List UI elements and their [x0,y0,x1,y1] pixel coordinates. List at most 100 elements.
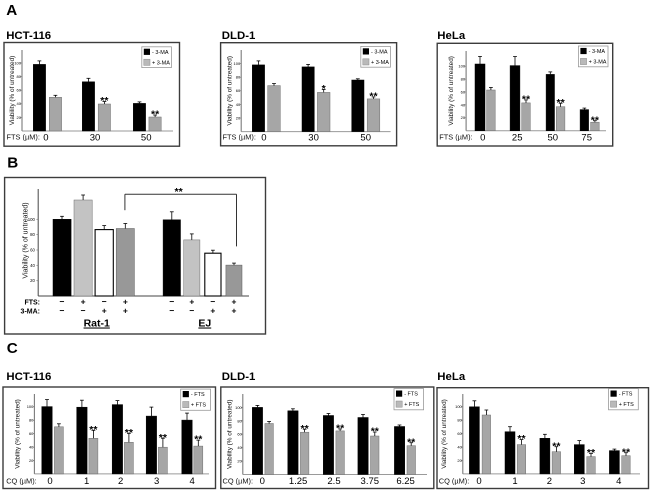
svg-text:80: 80 [30,232,35,237]
svg-text:0: 0 [260,476,265,487]
svg-text:B: B [7,155,18,172]
svg-text:60: 60 [237,432,242,437]
svg-text:20: 20 [457,458,462,463]
svg-text:HeLa: HeLa [437,30,466,42]
svg-text:**: ** [336,423,345,435]
svg-text:- 3-MA: - 3-MA [589,49,606,55]
svg-text:HCT-116: HCT-116 [6,30,51,42]
svg-text:0: 0 [43,133,48,144]
svg-text:−: − [169,296,174,306]
svg-text:Viability (% of untreated): Viability (% of untreated) [227,399,234,469]
svg-text:CQ (µM):: CQ (µM): [223,476,254,485]
svg-text:FTS (µM):: FTS (µM): [223,133,256,142]
svg-text:**: ** [194,434,203,446]
svg-text:6.25: 6.25 [396,476,415,487]
svg-text:20: 20 [236,115,241,120]
svg-text:CQ (µM):: CQ (µM): [6,476,37,485]
svg-text:- FTS: - FTS [191,392,205,398]
svg-text:3-MA:: 3-MA: [21,309,40,316]
svg-text:100: 100 [455,404,462,409]
svg-text:60: 60 [461,89,466,94]
svg-text:+: + [123,296,128,306]
svg-text:FTS:: FTS: [24,299,40,306]
svg-text:+ FTS: + FTS [619,402,634,408]
svg-text:- FTS: - FTS [619,392,633,398]
svg-text:**: ** [89,424,98,436]
svg-text:**: ** [522,94,531,106]
svg-text:0: 0 [261,133,266,144]
svg-text:−: − [102,296,107,306]
svg-text:100: 100 [234,61,241,66]
svg-text:Viability (% of untreated): Viability (% of untreated) [23,202,30,278]
svg-text:DLD-1: DLD-1 [222,30,256,42]
svg-text:Viability (% of untreated): Viability (% of untreated) [441,399,448,469]
svg-text:**: ** [552,440,561,452]
svg-text:- 3-MA: - 3-MA [371,49,388,55]
svg-text:0: 0 [476,476,481,487]
svg-text:**: ** [591,114,600,126]
svg-text:20: 20 [17,115,22,120]
svg-text:Viability (% of untreated): Viability (% of untreated) [9,56,16,126]
svg-text:−: − [189,306,194,316]
svg-text:**: ** [407,436,416,448]
svg-text:HCT-116: HCT-116 [6,371,51,383]
svg-text:20: 20 [29,458,34,463]
svg-text:+: + [210,306,215,316]
svg-text:3.75: 3.75 [361,476,380,487]
svg-text:−: − [60,296,65,306]
svg-text:+ 3-MA: + 3-MA [152,60,170,66]
svg-text:80: 80 [237,418,242,423]
svg-text:C: C [7,340,18,357]
svg-text:30: 30 [90,133,101,144]
svg-text:**: ** [371,426,380,438]
svg-text:30: 30 [308,133,319,144]
svg-text:FTS (µM):: FTS (µM): [439,133,472,142]
svg-text:2: 2 [547,476,552,487]
svg-text:1: 1 [84,476,89,487]
svg-text:+ FTS: + FTS [191,403,206,409]
svg-text:2: 2 [118,476,123,487]
svg-text:+ 3-MA: + 3-MA [589,60,607,66]
svg-text:+: + [81,296,86,306]
svg-text:Viability (% of untreated): Viability (% of untreated) [15,399,22,469]
svg-text:−: − [169,306,174,316]
svg-text:**: ** [301,423,310,435]
svg-text:50: 50 [141,133,152,144]
svg-text:60: 60 [30,248,35,253]
svg-text:60: 60 [17,88,22,93]
svg-text:25: 25 [512,133,523,144]
svg-text:80: 80 [461,77,466,82]
svg-text:**: ** [517,433,526,445]
svg-text:FTS (µM):: FTS (µM): [7,133,40,142]
svg-text:EJ: EJ [198,318,211,330]
svg-text:75: 75 [581,133,592,144]
svg-text:- 3-MA: - 3-MA [152,50,169,56]
svg-text:*: * [322,83,327,95]
svg-text:1: 1 [512,476,517,487]
svg-text:40: 40 [17,101,22,106]
svg-text:**: ** [125,427,134,439]
svg-text:60: 60 [457,431,462,436]
svg-text:3: 3 [154,476,159,487]
svg-text:**: ** [100,95,109,107]
svg-text:DLD-1: DLD-1 [222,371,256,383]
svg-text:80: 80 [29,418,34,423]
svg-text:**: ** [622,446,631,458]
svg-text:HeLa: HeLa [437,371,466,383]
svg-text:**: ** [151,109,160,121]
svg-text:40: 40 [237,445,242,450]
svg-text:100: 100 [235,405,242,410]
svg-text:−: − [81,306,86,316]
svg-text:80: 80 [457,418,462,423]
svg-text:40: 40 [29,445,34,450]
svg-text:40: 40 [236,102,241,107]
svg-text:Viability (% of untreated): Viability (% of untreated) [227,56,234,126]
svg-text:80: 80 [236,75,241,80]
svg-text:50: 50 [360,133,371,144]
svg-text:40: 40 [461,102,466,107]
svg-text:40: 40 [30,263,35,268]
svg-text:+: + [123,306,128,316]
svg-text:**: ** [587,447,596,459]
svg-text:80: 80 [17,74,22,79]
svg-text:**: ** [557,97,566,109]
